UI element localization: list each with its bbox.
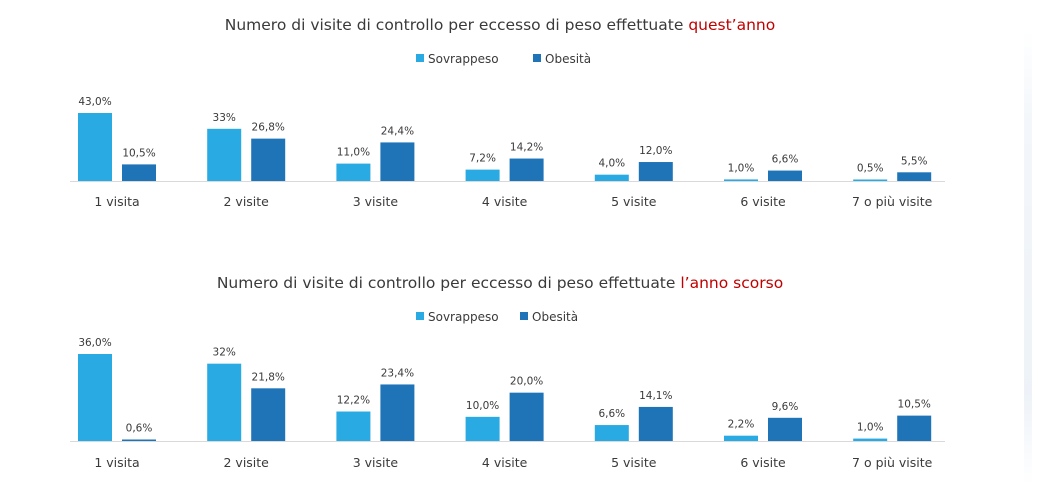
bar-obesita: [380, 384, 415, 441]
legend-swatch-obesita: [533, 54, 541, 62]
data-label-obesita: 10,5%: [898, 399, 931, 411]
data-label-sovrappeso: 4,0%: [598, 158, 625, 170]
chart-title-highlight: l’anno scorso: [680, 274, 783, 292]
chart-title: Numero di visite di controllo per eccess…: [225, 16, 775, 34]
data-label-obesita: 10,5%: [122, 147, 155, 159]
category-label: 2 visite: [224, 455, 270, 470]
data-label-obesita: 21,8%: [252, 371, 285, 383]
bar-sovrappeso: [78, 354, 112, 441]
chart-title: Numero di visite di controllo per eccess…: [217, 274, 783, 292]
bar-obesita: [638, 162, 673, 181]
bar-obesita: [122, 439, 156, 441]
category-label: 3 visite: [353, 194, 399, 209]
data-label-obesita: 20,0%: [510, 376, 543, 388]
category-label: 1 visita: [94, 194, 139, 209]
legend: Sovrappeso Obesità: [416, 310, 578, 324]
legend-swatch-sovrappeso: [416, 312, 424, 320]
data-label-sovrappeso: 1,0%: [728, 162, 755, 174]
category-label: 6 visite: [740, 455, 786, 470]
data-label-obesita: 14,2%: [510, 142, 543, 154]
side-watermark-strip: [1024, 30, 1032, 485]
legend-swatch-obesita: [520, 312, 528, 320]
bar-obesita: [897, 415, 932, 441]
bar-sovrappeso: [465, 169, 500, 181]
bar-sovrappeso: [853, 179, 888, 181]
bar-obesita: [768, 417, 802, 441]
data-label-obesita: 6,6%: [772, 154, 799, 166]
bar-obesita: [638, 406, 673, 441]
data-label-sovrappeso: 10,0%: [466, 400, 499, 412]
legend-swatch-sovrappeso: [416, 54, 424, 62]
category-label: 6 visite: [740, 194, 786, 209]
category-label: 4 visite: [482, 455, 528, 470]
bar-obesita: [380, 142, 415, 181]
bar-sovrappeso: [78, 113, 112, 181]
data-label-obesita: 5,5%: [901, 155, 928, 167]
data-label-sovrappeso: 1,0%: [857, 422, 884, 434]
bar-obesita: [251, 138, 286, 181]
bar-sovrappeso: [207, 363, 242, 441]
bar-sovrappeso: [724, 435, 758, 441]
bar-sovrappeso: [465, 416, 500, 441]
bar-sovrappeso: [853, 438, 888, 441]
bar-sovrappeso: [207, 128, 242, 181]
data-label-sovrappeso: 32%: [213, 347, 236, 359]
data-label-obesita: 9,6%: [772, 401, 799, 413]
plot-area: 43,0% 10,5% 1 visita 33% 26,8% 2 visite 11,0% 2…: [70, 96, 945, 209]
data-label-sovrappeso: 33%: [213, 112, 236, 124]
data-label-obesita: 14,1%: [639, 390, 672, 402]
bar-obesita: [251, 388, 286, 441]
category-label: 5 visite: [611, 455, 657, 470]
category-label: 4 visite: [482, 194, 528, 209]
bar-obesita: [122, 164, 156, 181]
bar-obesita: [897, 172, 932, 181]
bar-sovrappeso: [594, 425, 629, 441]
category-label: 3 visite: [353, 455, 399, 470]
plot-area: 36,0% 0,6% 1 visita 32% 21,8% 2 visite 12,2% 23…: [70, 337, 945, 470]
bar-sovrappeso: [594, 174, 629, 181]
chart-last-year: Numero di visite di controllo per eccess…: [70, 274, 945, 470]
chart-this-year: Numero di visite di controllo per eccess…: [70, 16, 945, 209]
category-label: 7 o più visite: [852, 455, 933, 470]
bar-obesita: [768, 170, 802, 181]
data-label-sovrappeso: 0,5%: [857, 163, 884, 175]
chart-title-highlight: quest’anno: [688, 16, 775, 34]
data-label-sovrappeso: 43,0%: [78, 96, 111, 108]
legend-label-obesita: Obesità: [545, 52, 591, 66]
legend-label-obesita: Obesità: [532, 310, 578, 324]
bar-sovrappeso: [336, 163, 371, 181]
category-label: 1 visita: [94, 455, 139, 470]
category-label: 2 visite: [224, 194, 270, 209]
data-label-obesita: 12,0%: [639, 145, 672, 157]
legend: Sovrappeso Obesità: [416, 52, 591, 66]
legend-label-sovrappeso: Sovrappeso: [428, 52, 499, 66]
data-label-sovrappeso: 6,6%: [598, 408, 625, 420]
bar-obesita: [509, 158, 544, 181]
data-label-sovrappeso: 11,0%: [337, 147, 370, 159]
category-label: 5 visite: [611, 194, 657, 209]
legend-label-sovrappeso: Sovrappeso: [428, 310, 499, 324]
category-label: 7 o più visite: [852, 194, 933, 209]
data-label-sovrappeso: 7,2%: [469, 153, 496, 165]
bar-sovrappeso: [724, 179, 758, 181]
data-label-obesita: 23,4%: [381, 367, 414, 379]
data-label-obesita: 26,8%: [252, 122, 285, 134]
bar-sovrappeso: [336, 411, 371, 441]
data-label-obesita: 0,6%: [126, 423, 153, 435]
data-label-sovrappeso: 12,2%: [337, 395, 370, 407]
data-label-obesita: 24,4%: [381, 125, 414, 137]
data-label-sovrappeso: 36,0%: [78, 337, 111, 349]
bar-obesita: [509, 392, 544, 441]
data-label-sovrappeso: 2,2%: [728, 419, 755, 431]
